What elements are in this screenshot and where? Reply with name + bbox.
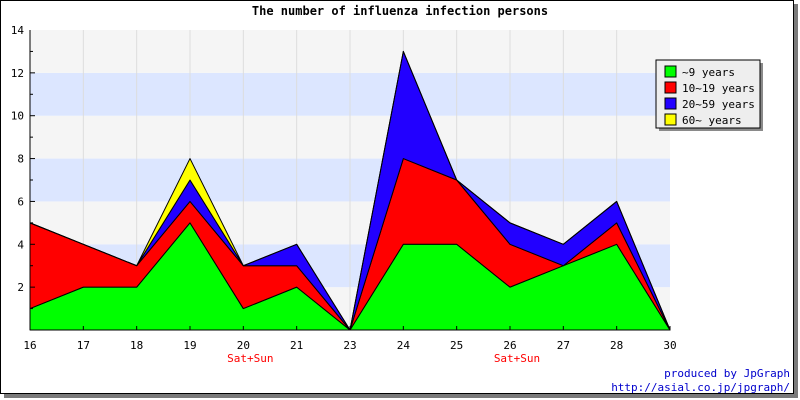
legend-swatch-3 <box>664 97 677 110</box>
x-tick-label: 26 <box>503 339 516 352</box>
x-tick-label: 25 <box>450 339 463 352</box>
x-tick-label: 17 <box>77 339 90 352</box>
chart-title: The number of influenza infection person… <box>251 4 549 18</box>
credit-produced-by: produced by JpGraph <box>664 367 790 380</box>
y-tick-label: 10 <box>11 110 24 123</box>
x-annotation: Sat+Sun <box>494 352 540 365</box>
legend-label-4: 60~ years <box>682 114 742 127</box>
legend-swatch-1 <box>664 65 677 78</box>
y-tick-label: 8 <box>17 153 24 166</box>
y-tick-label: 4 <box>17 238 24 251</box>
x-tick-label: 28 <box>610 339 623 352</box>
x-tick-label: 18 <box>130 339 143 352</box>
axes <box>29 30 671 331</box>
y-tick-labels: 2 4 6 8 10 12 14 <box>11 24 25 294</box>
x-annotation: Sat+Sun <box>227 352 273 365</box>
legend: ~9 years 10~19 years 20~59 years 60~ years <box>655 59 763 131</box>
legend-swatch-4 <box>664 113 677 126</box>
x-tick-label: 19 <box>183 339 196 352</box>
x-tick-label: 24 <box>397 339 411 352</box>
y-tick-label: 12 <box>11 67 24 80</box>
legend-label-3: 20~59 years <box>682 98 755 111</box>
y-tick-label: 6 <box>17 195 24 208</box>
x-tick-label: 30 <box>663 339 676 352</box>
credit-url[interactable]: http://asial.co.jp/jpgraph/ <box>611 381 790 394</box>
x-tick-label: 21 <box>290 339 303 352</box>
x-tick-label: 23 <box>343 339 356 352</box>
x-tick-label: 16 <box>23 339 36 352</box>
x-annotations: Sat+Sun Sat+Sun <box>227 352 540 365</box>
x-tick-label: 20 <box>237 339 250 352</box>
y-tick-label: 2 <box>17 281 24 294</box>
legend-label-1: ~9 years <box>682 66 735 79</box>
legend-swatch-2 <box>664 81 677 94</box>
x-tick-label: 27 <box>557 339 570 352</box>
legend-label-2: 10~19 years <box>682 82 755 95</box>
y-tick-label: 14 <box>11 24 25 37</box>
x-tick-labels: 16 17 18 19 20 21 23 24 25 26 27 28 30 <box>23 339 676 352</box>
